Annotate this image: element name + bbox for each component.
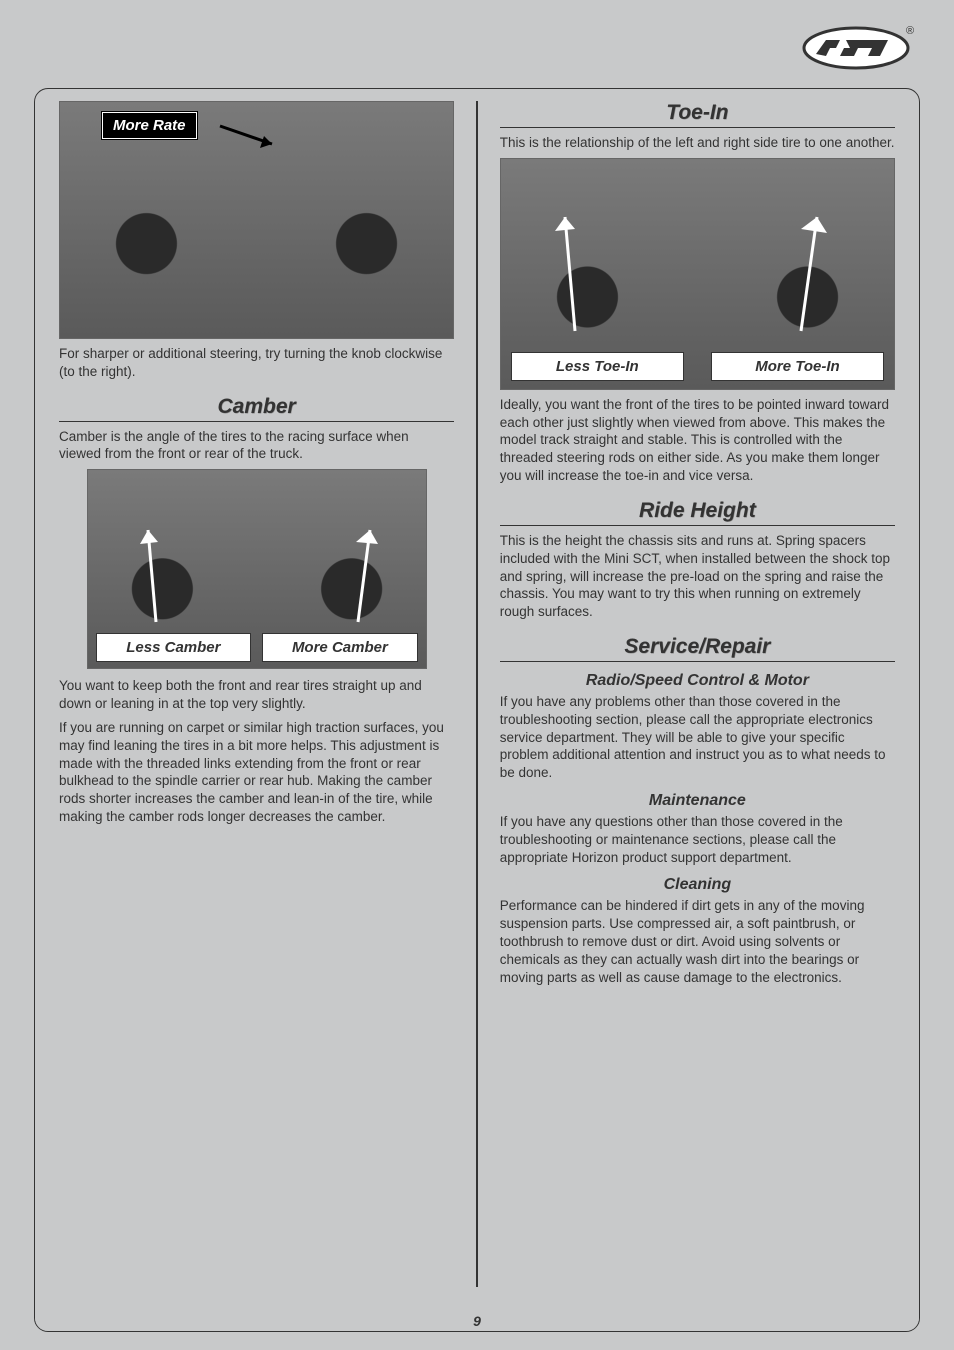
toe-in-photo: Less Toe-In More Toe-In [500,158,895,390]
toe-body: Ideally, you want the front of the tires… [500,396,895,485]
steering-caption: For sharper or additional steering, try … [59,345,454,381]
cleaning-subhead: Cleaning [500,876,895,894]
ride-height-heading: Ride Height [500,499,895,526]
left-column: More Rate For sharper or additional stee… [59,101,454,1287]
radio-body: If you have any problems other than thos… [500,693,895,782]
more-rate-photo: More Rate [59,101,454,339]
maintenance-subhead: Maintenance [500,792,895,810]
content-frame: More Rate For sharper or additional stee… [34,88,920,1332]
camber-body1: You want to keep both the front and rear… [59,677,454,713]
brand-logo: ® [798,18,918,79]
more-toe-label: More Toe-In [711,352,884,381]
radio-subhead: Radio/Speed Control & Motor [500,672,895,690]
cleaning-body: Performance can be hindered if dirt gets… [500,897,895,986]
camber-heading: Camber [59,395,454,422]
ride-height-body: This is the height the chassis sits and … [500,532,895,621]
less-toe-label: Less Toe-In [511,352,684,381]
service-repair-heading: Service/Repair [500,635,895,662]
toe-in-heading: Toe-In [500,101,895,128]
less-camber-label: Less Camber [96,633,251,662]
registered-mark: ® [906,25,914,37]
more-camber-label: More Camber [262,633,417,662]
right-column: Toe-In This is the relationship of the l… [500,101,895,1287]
camber-photo: Less Camber More Camber [87,469,427,669]
column-divider [476,101,478,1287]
page-number: 9 [35,1313,919,1329]
maintenance-body: If you have any questions other than tho… [500,813,895,866]
camber-body2: If you are running on carpet or similar … [59,719,454,826]
camber-intro: Camber is the angle of the tires to the … [59,428,454,464]
toe-intro: This is the relationship of the left and… [500,134,895,152]
